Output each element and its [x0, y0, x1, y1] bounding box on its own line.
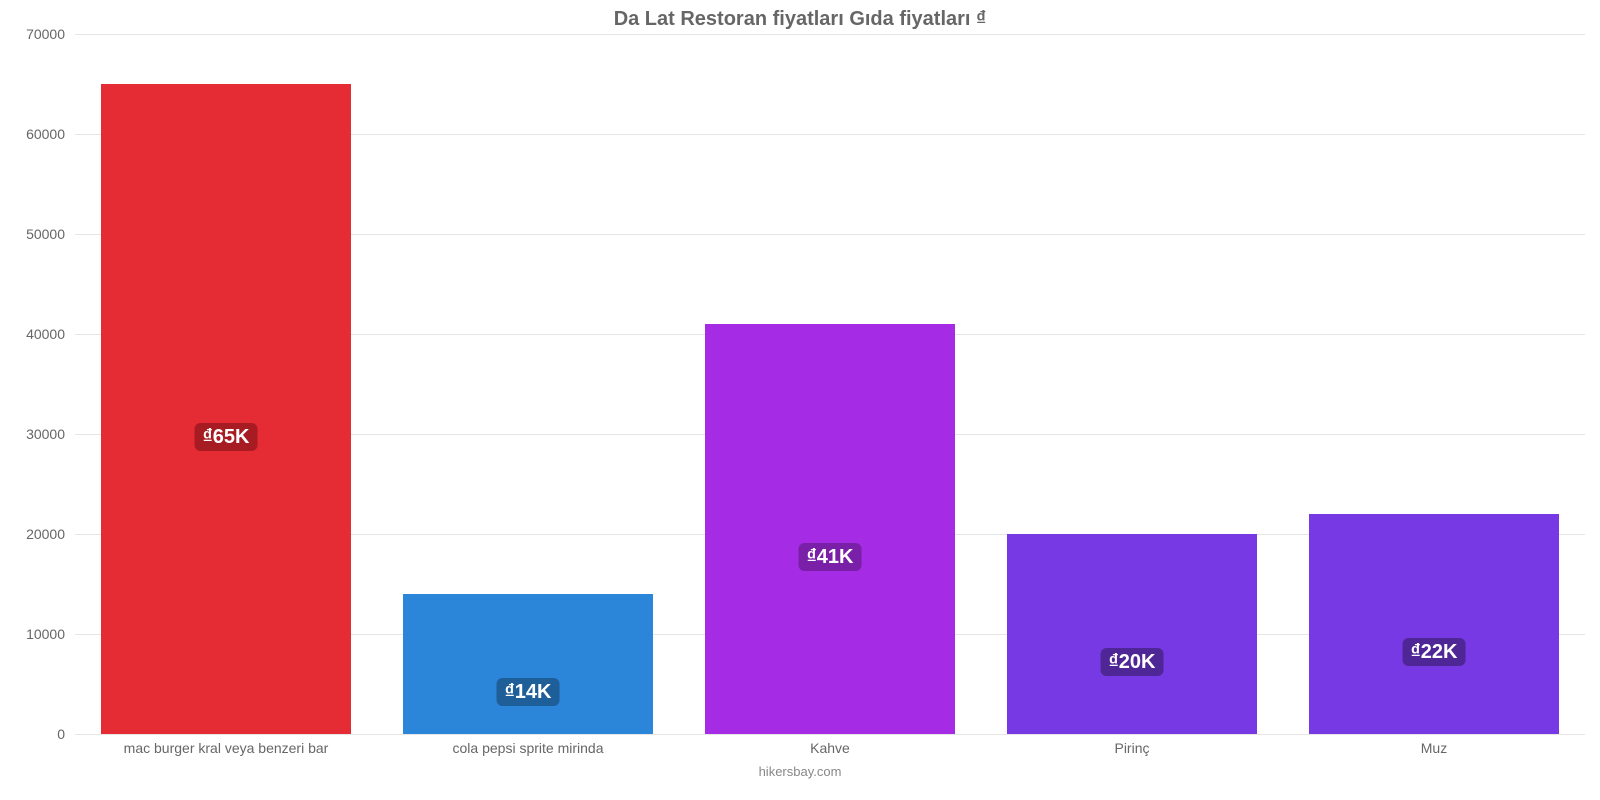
bar: ₫22K — [1309, 514, 1560, 734]
chart-title: Da Lat Restoran fiyatları Gıda fiyatları… — [0, 8, 1600, 31]
y-tick-label: 0 — [0, 726, 65, 742]
bar-value-badge: ₫65K — [195, 423, 258, 451]
y-tick-label: 30000 — [0, 426, 65, 442]
footer-credit: hikersbay.com — [0, 764, 1600, 779]
x-tick-label: Muz — [1283, 740, 1585, 756]
bar: ₫41K — [705, 324, 956, 734]
plot-area: ₫65K ₫14K ₫41K ₫20K ₫22K — [75, 34, 1585, 734]
y-tick-label: 10000 — [0, 626, 65, 642]
bar-value-badge: ₫22K — [1403, 638, 1466, 666]
bar: ₫20K — [1007, 534, 1258, 734]
y-tick-label: 50000 — [0, 226, 65, 242]
y-tick-label: 40000 — [0, 326, 65, 342]
y-tick-label: 70000 — [0, 26, 65, 42]
y-tick-label: 20000 — [0, 526, 65, 542]
bar-value-badge: ₫20K — [1101, 648, 1164, 676]
x-tick-label: Kahve — [679, 740, 981, 756]
x-tick-label: mac burger kral veya benzeri bar — [75, 740, 377, 756]
x-tick-label: cola pepsi sprite mirinda — [377, 740, 679, 756]
bar-value-badge: ₫14K — [497, 678, 560, 706]
y-tick-label: 60000 — [0, 126, 65, 142]
x-tick-label: Pirinç — [981, 740, 1283, 756]
gridline — [75, 34, 1585, 35]
chart-container: Da Lat Restoran fiyatları Gıda fiyatları… — [0, 0, 1600, 800]
bar-value-badge: ₫41K — [799, 543, 862, 571]
bar: ₫14K — [403, 594, 654, 734]
gridline — [75, 734, 1585, 735]
bar: ₫65K — [101, 84, 352, 734]
